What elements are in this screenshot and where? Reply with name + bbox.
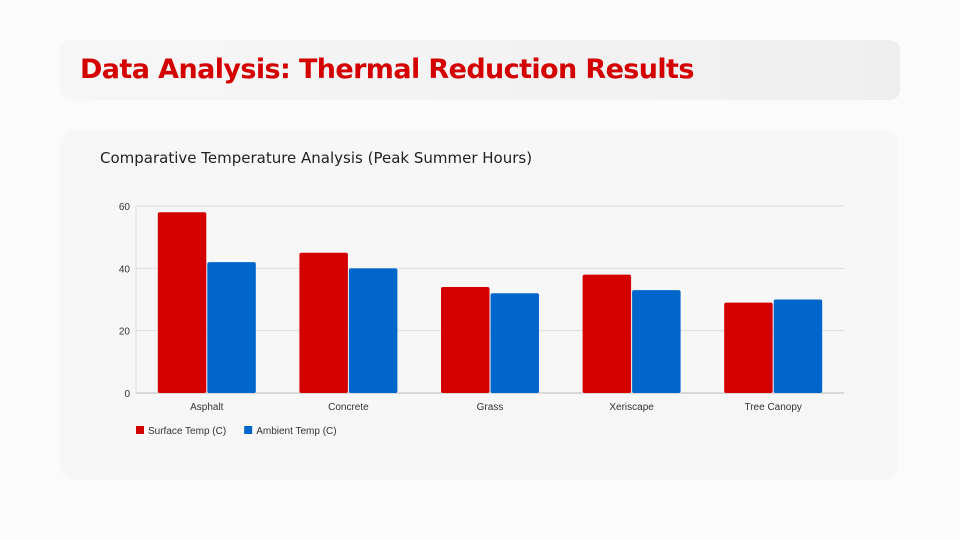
bar-surface (157, 212, 207, 393)
page-title: Data Analysis: Thermal Reduction Results (80, 54, 694, 85)
title-banner: Data Analysis: Thermal Reduction Results (60, 40, 900, 100)
bar-ambient (490, 293, 539, 393)
legend-label: Ambient Temp (C) (256, 426, 336, 437)
y-tick-label: 20 (119, 327, 131, 338)
legend-swatch (244, 426, 253, 434)
chart-title: Comparative Temperature Analysis (Peak S… (100, 149, 533, 167)
x-tick-label: Grass (477, 402, 504, 413)
y-tick-label: 0 (124, 389, 130, 400)
y-tick-label: 40 (119, 264, 131, 275)
y-tick-label: 60 (119, 202, 131, 213)
bar-surface (441, 287, 490, 393)
x-tick-label: Concrete (328, 402, 369, 413)
bar-surface (582, 274, 632, 393)
bar-ambient (348, 268, 398, 393)
bar-surface (299, 252, 348, 393)
bar-ambient (632, 290, 681, 393)
bar-ambient (773, 299, 823, 393)
x-tick-label: Xeriscape (609, 402, 654, 413)
x-tick-label: Asphalt (190, 402, 224, 413)
legend-swatch (136, 426, 144, 434)
bar-surface (724, 302, 773, 393)
x-tick-label: Tree Canopy (744, 402, 801, 413)
legend-label: Surface Temp (C) (148, 426, 226, 437)
bar-ambient (207, 262, 256, 393)
